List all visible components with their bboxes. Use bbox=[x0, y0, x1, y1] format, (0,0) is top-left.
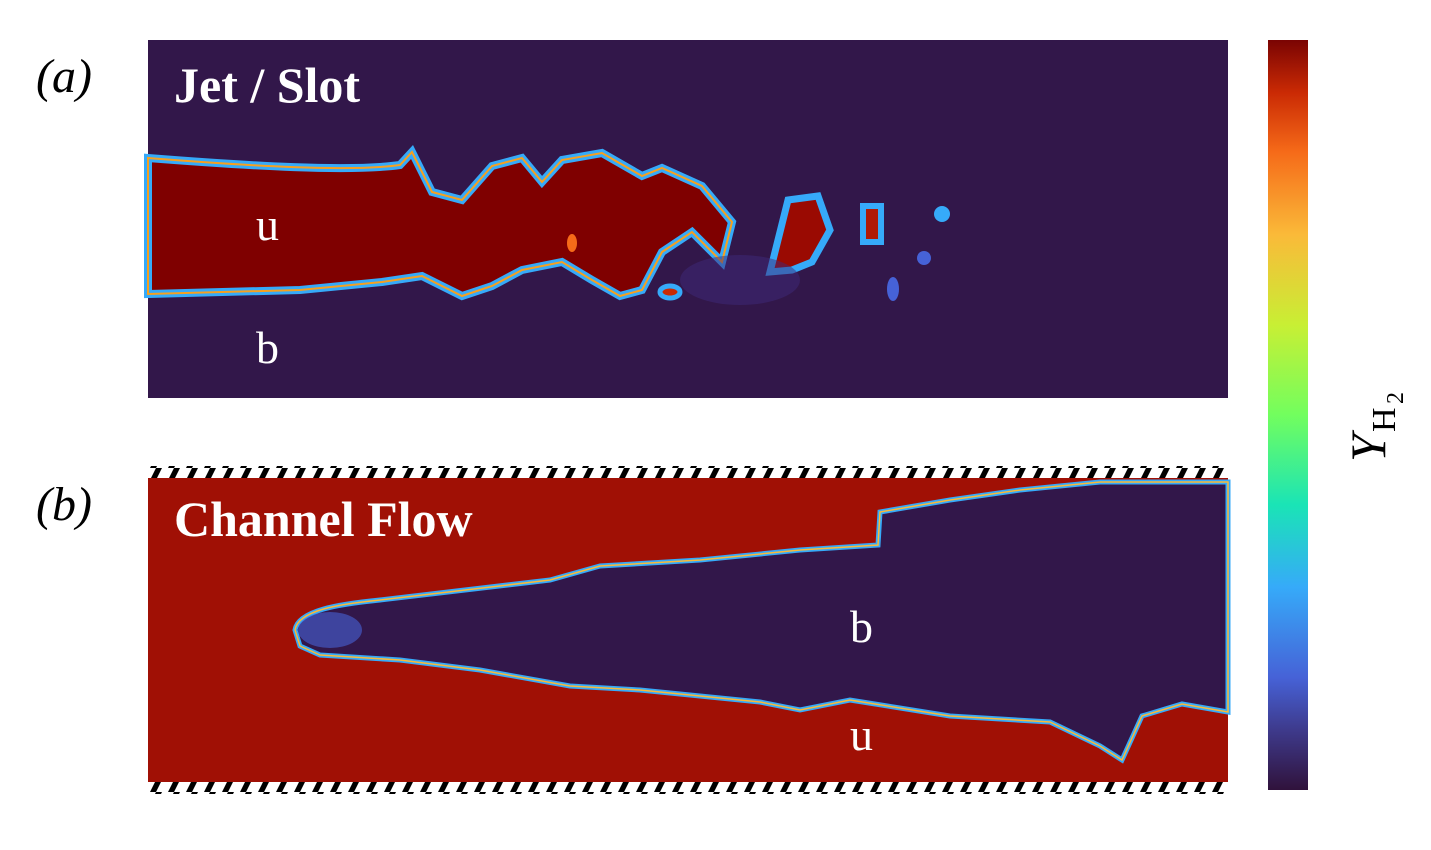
region-label: u bbox=[256, 199, 279, 250]
fluid-pocket bbox=[934, 206, 950, 222]
jet-edge bbox=[147, 150, 734, 298]
colorbar bbox=[1268, 40, 1308, 790]
region-label: b bbox=[850, 601, 873, 652]
panel-label: (a) bbox=[36, 50, 92, 103]
fluid-pocket bbox=[860, 203, 884, 245]
colorbar-label: Y H 2 bbox=[1340, 392, 1409, 462]
jet-field bbox=[144, 145, 950, 305]
region-label: u bbox=[850, 709, 873, 760]
fluid-pocket bbox=[917, 251, 931, 265]
fluid-pocket bbox=[567, 234, 577, 252]
colorbar-subscript: H bbox=[1366, 407, 1403, 432]
flame-tip bbox=[298, 612, 362, 648]
panel-label: (b) bbox=[36, 478, 92, 531]
fluid-pocket bbox=[765, 192, 834, 276]
region-label: b bbox=[256, 322, 279, 373]
fluid-pocket bbox=[887, 277, 899, 301]
wall bbox=[148, 782, 1228, 794]
panel-title: Channel Flow bbox=[174, 491, 473, 547]
fluid-pocket bbox=[657, 283, 683, 301]
colorbar-symbol: Y bbox=[1340, 429, 1396, 462]
colorbar-subsubscript: 2 bbox=[1383, 392, 1409, 404]
panel-title: Jet / Slot bbox=[174, 57, 360, 113]
flame-front bbox=[294, 481, 1229, 762]
mixing-zone bbox=[680, 255, 800, 305]
wall bbox=[148, 466, 1228, 478]
